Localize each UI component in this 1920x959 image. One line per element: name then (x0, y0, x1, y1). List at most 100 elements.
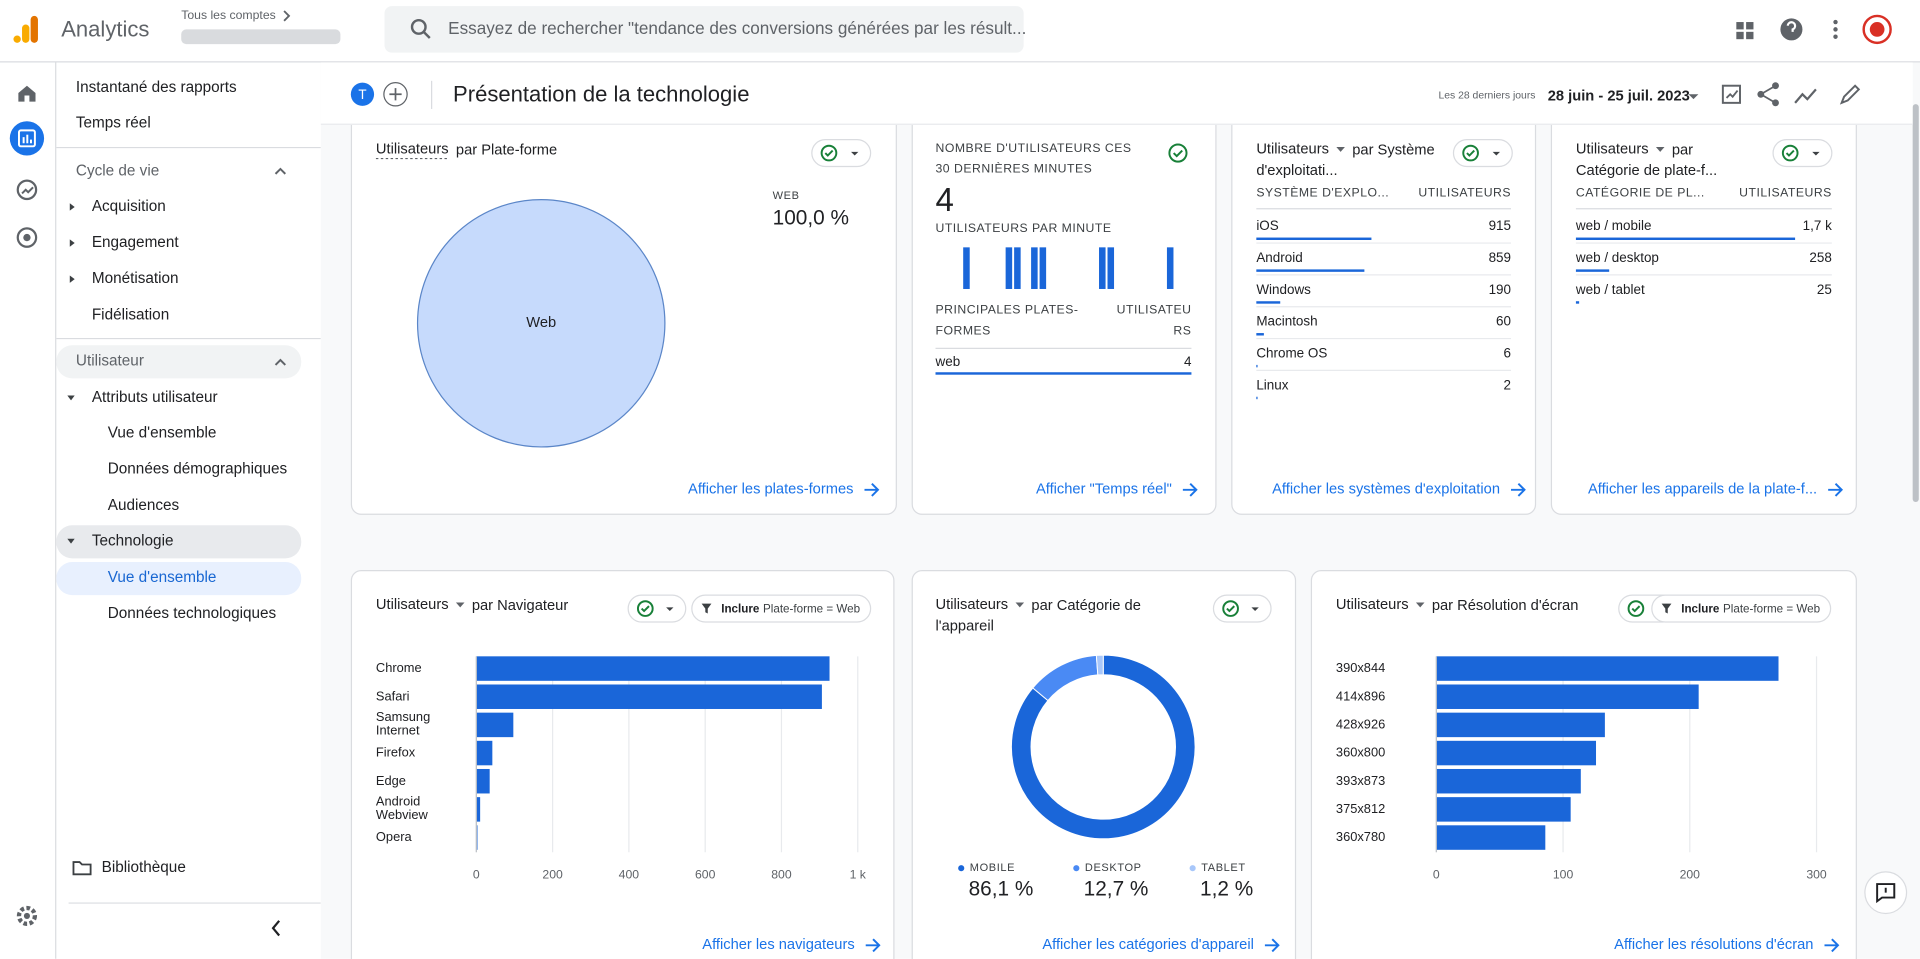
legend-dot (958, 865, 965, 872)
nav-item[interactable]: Données technologiques (108, 605, 277, 622)
y-tick-label: 390x844 (1335, 660, 1386, 676)
minute-bar (1031, 247, 1038, 289)
card-link[interactable]: Afficher les systèmes d'exploitation (1272, 482, 1500, 498)
date-range[interactable]: 28 juin - 25 juil. 2023 (1548, 89, 1690, 105)
card-metric[interactable]: Utilisateurs (376, 597, 449, 613)
table-cell: Windows (1256, 282, 1311, 297)
add-comparison (389, 88, 402, 101)
nav-item[interactable]: Bibliothèque (102, 859, 186, 876)
table-cell: 6 (1504, 345, 1511, 360)
date-dropdown (1688, 94, 1699, 100)
metric-chip[interactable] (627, 594, 687, 623)
bar (1436, 768, 1581, 794)
nav-item[interactable]: Vue d'ensemble (108, 569, 217, 586)
minute-bar (1005, 247, 1013, 289)
bar (1436, 740, 1597, 766)
card-link[interactable]: Afficher les appareils de la plate-f... (1588, 482, 1817, 498)
donut-segment (1010, 654, 1196, 840)
x-tick-label: 200 (1680, 868, 1701, 882)
nav-item[interactable]: Engagement (92, 234, 179, 251)
logo-bar (22, 24, 30, 43)
table-cell: 915 (1489, 218, 1511, 233)
bar (1436, 797, 1571, 822)
expand-arrow (69, 239, 75, 247)
nav-item[interactable]: Données démographiques (108, 461, 288, 478)
minute-bar (1166, 247, 1174, 289)
card-link[interactable]: Afficher les catégories d'appareil (1042, 937, 1254, 953)
metric-chip[interactable] (1212, 594, 1272, 623)
nav-section[interactable]: Utilisateur (76, 352, 144, 369)
feedback-icon (1876, 883, 1896, 904)
bar (476, 797, 481, 822)
card-title-box: par Système d'exploitati... (1256, 141, 1434, 178)
card-link[interactable]: Afficher les résolutions d'écran (1614, 937, 1813, 953)
table-cell: Android (1256, 250, 1302, 265)
help-icon[interactable] (1780, 18, 1803, 41)
x-tick-label: 0 (1433, 868, 1440, 882)
menu-icon (1833, 34, 1838, 39)
check-icon (1466, 149, 1475, 157)
app-name: Analytics (61, 16, 149, 41)
bar (476, 684, 822, 709)
nav-item[interactable]: Attributs utilisateur (92, 389, 218, 406)
card-title-box: par Plate-forme (456, 141, 557, 158)
filter-label: Inclure (721, 602, 760, 615)
table-cell: Linux (1256, 377, 1288, 392)
y-tick-label: Android Webview (375, 795, 428, 823)
nav-item[interactable]: Acquisition (92, 198, 166, 215)
bar (476, 712, 514, 738)
nav-item[interactable]: Vue d'ensemble (108, 425, 217, 442)
nav-item[interactable]: Temps réel (76, 115, 151, 132)
metric-dropdown (1336, 146, 1345, 152)
x-tick-label: 200 (542, 868, 563, 882)
check-icon (824, 149, 834, 157)
filter-chip[interactable] (691, 594, 872, 623)
table-cell: Macintosh (1256, 314, 1317, 329)
link-arrow (1828, 482, 1844, 497)
check-icon (1627, 600, 1645, 617)
link-arrow (1264, 938, 1280, 953)
x-tick-label: 300 (1806, 868, 1827, 882)
filter-chip[interactable] (1651, 594, 1832, 623)
card-metric[interactable]: Utilisateurs (1256, 141, 1329, 157)
minute-bar (1014, 247, 1021, 289)
insights-icon (1794, 88, 1817, 104)
nav-item[interactable]: Instantané des rapports (76, 79, 237, 96)
filter-value: Plate-forme = Web (1723, 602, 1820, 615)
realtime-count: 4 (936, 182, 954, 219)
nav-item[interactable]: Audiences (108, 497, 180, 514)
check-icon (640, 605, 650, 613)
nav-item[interactable]: Monétisation (92, 270, 179, 287)
account-label[interactable]: Tous les comptes (181, 8, 276, 22)
legend-label: WEB (773, 190, 800, 202)
user-avatar (350, 82, 375, 106)
row-bar (1256, 333, 1264, 336)
share-icon (1772, 82, 1779, 90)
apps-icon (1736, 22, 1744, 30)
table-cell: 190 (1489, 282, 1511, 297)
card-link[interactable]: Afficher les navigateurs (702, 937, 854, 953)
card-metric[interactable]: Utilisateurs (1576, 141, 1649, 157)
card-metric[interactable]: Utilisateurs (376, 141, 449, 157)
nav-group-bg (56, 525, 302, 559)
home-icon (18, 85, 36, 102)
pie-slice (416, 198, 666, 448)
metric-chip[interactable] (1452, 138, 1513, 168)
nav-section[interactable]: Cycle de vie (76, 162, 159, 179)
search-box[interactable] (384, 6, 1024, 53)
table-cell: web / desktop (1575, 250, 1659, 265)
card-metric[interactable]: Utilisateurs (1336, 597, 1409, 613)
filter-icon (1661, 603, 1672, 614)
nav-item[interactable]: Technologie (92, 532, 174, 549)
edit-icon (1839, 84, 1861, 105)
legend-label: TABLET (1201, 862, 1245, 874)
toolbar-mask (320, 62, 1913, 125)
y-tick-label: Samsung Internet (375, 710, 431, 739)
y-tick-label: 360x800 (1335, 745, 1386, 760)
nav-item[interactable]: Fidélisation (92, 306, 169, 323)
metric-chip[interactable] (1772, 138, 1833, 168)
x-tick-label: 600 (695, 868, 716, 882)
card-link[interactable]: Afficher les plates-formes (688, 482, 853, 498)
card-metric[interactable]: Utilisateurs (936, 597, 1009, 613)
card-link[interactable]: Afficher "Temps réel" (1036, 482, 1172, 498)
